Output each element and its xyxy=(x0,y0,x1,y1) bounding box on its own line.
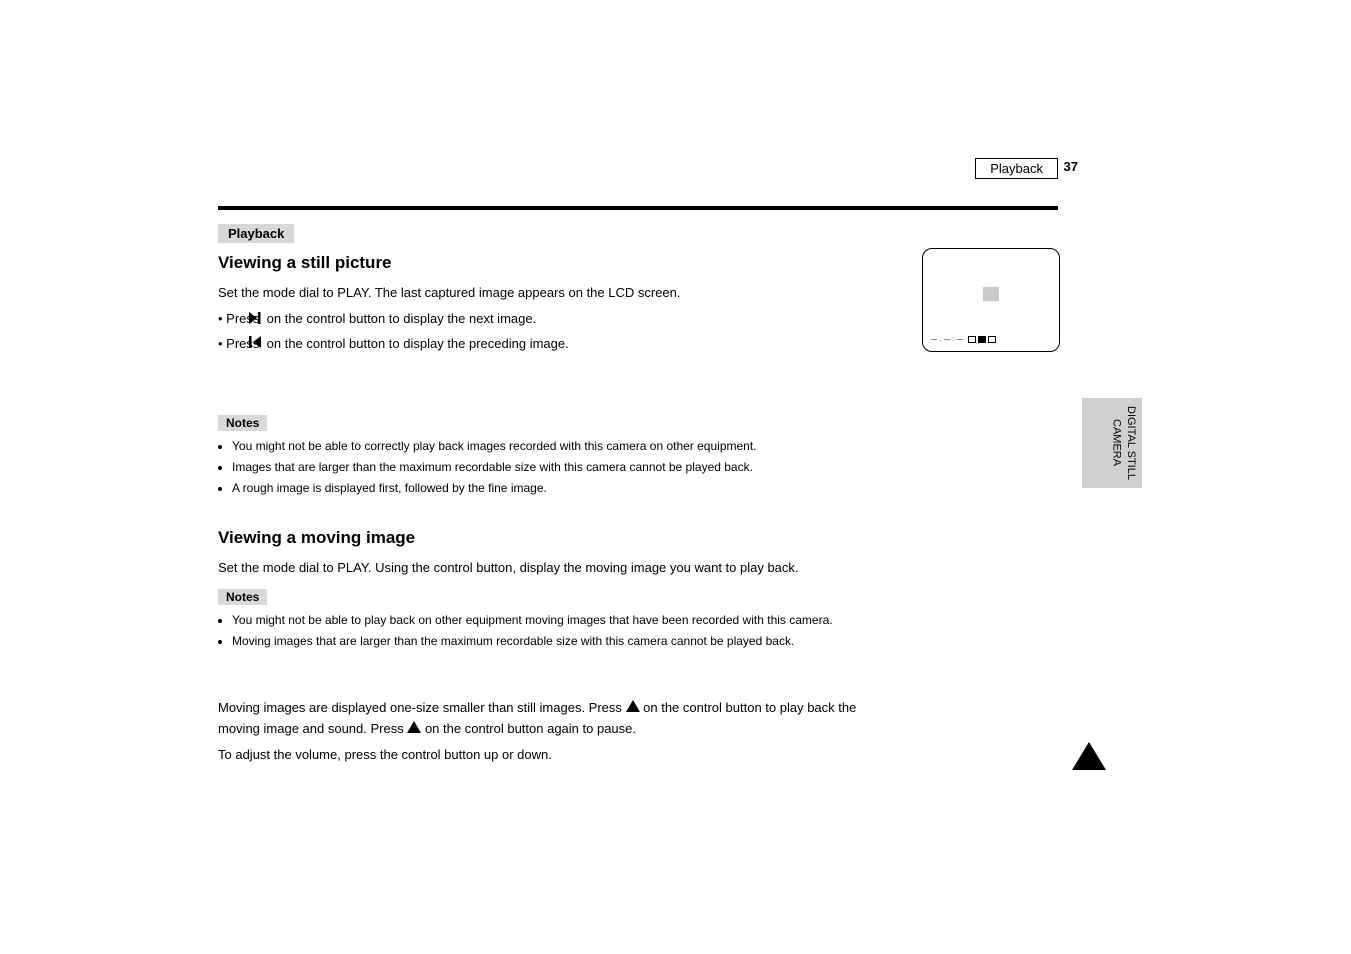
bullet-text-suffix: on the control button to display the pre… xyxy=(267,336,569,351)
notes-block-2: Notes You might not be able to play back… xyxy=(218,588,1058,653)
divider-rule xyxy=(218,206,1058,210)
play-up-icon xyxy=(626,698,640,718)
note-item: Moving images that are larger than the m… xyxy=(232,632,918,650)
note-item: You might not be able to correctly play … xyxy=(232,437,918,455)
notes-list-2: You might not be able to play back on ot… xyxy=(218,611,918,650)
sidebar-tab: DIGITAL STILL CAMERA xyxy=(1082,398,1142,488)
note-item: You might not be able to play back on ot… xyxy=(232,611,918,629)
note-item: A rough image is displayed first, follow… xyxy=(232,479,918,497)
notes-label: Notes xyxy=(218,589,267,605)
section-title-moving: Viewing a moving image xyxy=(218,528,1058,548)
page-category-box: Playback xyxy=(975,158,1058,179)
page-category-label: Playback xyxy=(990,161,1043,176)
bullet-text-suffix: on the control button to display the nex… xyxy=(267,311,537,326)
bullet-prev-image: Press on the control button to display t… xyxy=(218,334,898,355)
section-moving-image: Viewing a moving image Set the mode dial… xyxy=(218,528,1058,584)
notes-block-1: Notes You might not be able to correctly… xyxy=(218,414,1058,500)
section-still-picture: Playback Viewing a still picture Set the… xyxy=(218,224,1058,358)
section-title-still: Viewing a still picture xyxy=(218,253,1058,273)
notes-label: Notes xyxy=(218,415,267,431)
moving-line1: Set the mode dial to PLAY. Using the con… xyxy=(218,558,898,578)
play-up-icon xyxy=(407,719,421,739)
moving-line2: Moving images are displayed one-size sma… xyxy=(218,698,898,739)
notes-list-1: You might not be able to correctly play … xyxy=(218,437,918,497)
play-up-large-icon xyxy=(1072,742,1106,775)
still-intro-text: Set the mode dial to PLAY. The last capt… xyxy=(218,283,898,303)
section-badge-playback: Playback xyxy=(218,224,294,243)
note-item: Images that are larger than the maximum … xyxy=(232,458,918,476)
bullet-next-image: Press on the control button to display t… xyxy=(218,309,898,330)
moving-line3: To adjust the volume, press the control … xyxy=(218,745,898,765)
page-number: 37 xyxy=(1064,159,1078,174)
section-moving-image-cont: Moving images are displayed one-size sma… xyxy=(218,698,1058,771)
sidebar-tab-label: DIGITAL STILL CAMERA xyxy=(1111,406,1137,480)
